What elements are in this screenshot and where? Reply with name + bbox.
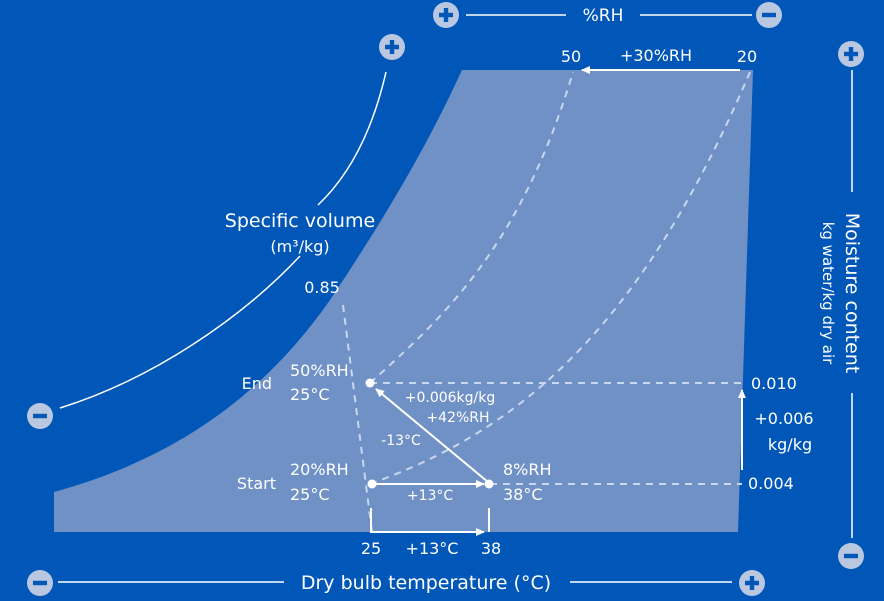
rh-top-right-value: 20 bbox=[737, 47, 757, 66]
plus-circle-icon bbox=[838, 41, 864, 67]
moisture-change-unit: kg/kg bbox=[768, 435, 812, 454]
end-temp: 25°C bbox=[290, 385, 330, 404]
moisture-axis-label: Moisture content bbox=[841, 213, 863, 374]
end-point bbox=[365, 378, 375, 388]
start-rh: 20%RH bbox=[290, 460, 349, 479]
mid-rh: 8%RH bbox=[503, 460, 552, 479]
temp-shift-label: +13°C bbox=[406, 539, 459, 558]
rh-curve-20 bbox=[369, 71, 751, 485]
temp-bracket bbox=[370, 508, 485, 536]
temp-end-value: 38 bbox=[481, 539, 501, 558]
cooling-humidify-arrow bbox=[375, 388, 489, 483]
moisture-gain-label: +0.006kg/kg bbox=[405, 390, 496, 406]
start-label: Start bbox=[237, 474, 276, 493]
plus-circle-icon bbox=[739, 570, 765, 596]
plus-circle-icon bbox=[379, 34, 405, 60]
minus-circle-icon bbox=[27, 570, 53, 596]
moisture-start-value: 0.004 bbox=[748, 474, 794, 493]
minus-circle-icon bbox=[838, 543, 864, 569]
rh-top-left-value: 50 bbox=[561, 47, 581, 66]
volume-value: 0.85 bbox=[304, 278, 340, 297]
rh-axis-label: %RH bbox=[583, 6, 624, 26]
rh-curve-50 bbox=[369, 71, 574, 384]
chart-region bbox=[54, 70, 753, 532]
start-temp: 25°C bbox=[290, 485, 330, 504]
heating-label: +13°C bbox=[407, 488, 454, 504]
mid-point bbox=[484, 479, 494, 489]
moisture-end-value: 0.010 bbox=[751, 374, 797, 393]
plus-circle-icon bbox=[433, 2, 459, 28]
minus-circle-icon bbox=[27, 403, 53, 429]
temp-axis-label: Dry bulb temperature (°C) bbox=[301, 572, 551, 594]
specific-volume-axis-upper bbox=[317, 71, 387, 206]
specific-volume-label: Specific volume bbox=[225, 210, 375, 232]
specific-volume-unit: (m³/kg) bbox=[270, 237, 329, 256]
cooling-label: -13°C bbox=[381, 433, 421, 449]
mid-temp: 38°C bbox=[503, 485, 543, 504]
moisture-axis-unit: kg water/kg dry air bbox=[819, 222, 837, 365]
moisture-change-value: +0.006 bbox=[754, 409, 813, 428]
temp-start-value: 25 bbox=[361, 539, 381, 558]
end-rh: 50%RH bbox=[290, 361, 349, 380]
start-point bbox=[367, 479, 377, 489]
rh-gain-label: +42%RH bbox=[426, 410, 489, 426]
specific-volume-axis-lower bbox=[59, 255, 301, 409]
rh-shift-label: +30%RH bbox=[620, 46, 692, 65]
minus-circle-icon bbox=[756, 2, 782, 28]
end-label: End bbox=[242, 374, 272, 393]
